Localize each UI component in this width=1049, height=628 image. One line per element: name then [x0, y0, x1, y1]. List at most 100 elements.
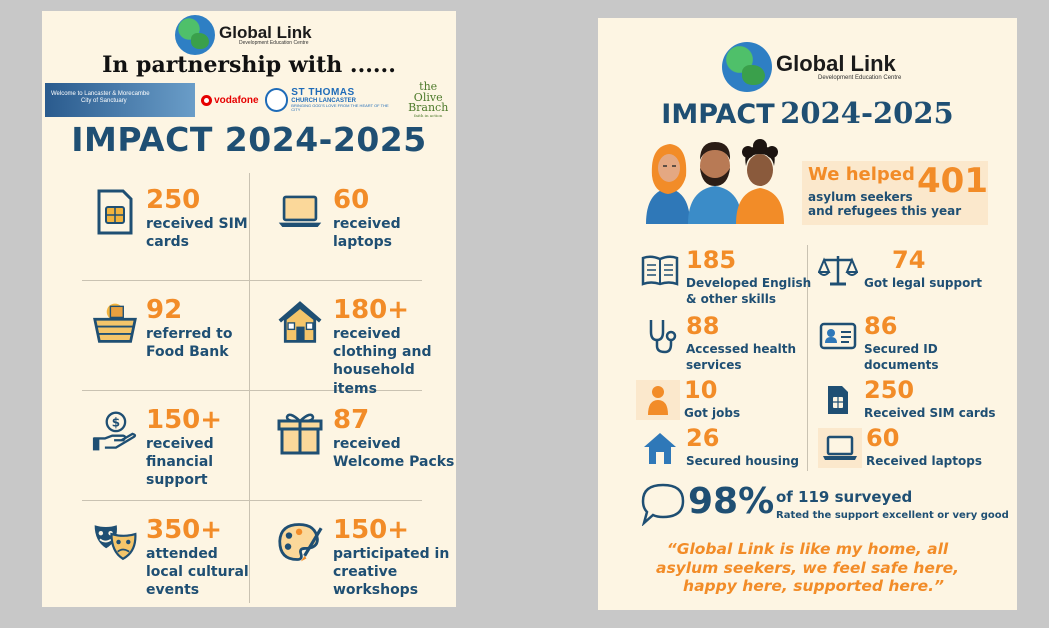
lancaster-line2: City of Sanctuary: [81, 98, 127, 105]
laptop-icon: [818, 428, 862, 468]
stat-label: received laptops: [333, 216, 401, 251]
people-illustration: [642, 138, 788, 224]
stat-label: received SIM cards: [146, 216, 248, 251]
logo-subtitle: Development Education Centre: [239, 40, 309, 46]
stat-item: 10 Got jobs: [636, 376, 801, 430]
helped-line2: asylum seekers: [808, 190, 913, 204]
sim-card-icon: [818, 380, 858, 420]
stat-value: 26: [686, 424, 720, 452]
divider: [82, 500, 422, 501]
palette-icon: [277, 519, 323, 565]
right-poster: Global Link Development Education Centre…: [598, 18, 1017, 610]
logo-name: Global Link: [219, 23, 312, 42]
partner-logos: Welcome to Lancaster & Morecambe City of…: [45, 81, 453, 118]
stat-label: received financial support: [146, 436, 214, 489]
divider: [807, 245, 808, 471]
stats-grid: 250 received SIM cards 60 received lapto…: [42, 173, 456, 603]
scales-icon: [818, 250, 858, 290]
stat-cell: 60 received laptops: [249, 177, 456, 283]
stat-cell: 92 referred to Food Bank: [42, 287, 249, 393]
stat-value: 150+: [333, 515, 410, 545]
stat-value: 10: [684, 376, 718, 404]
worker-icon: [636, 380, 680, 420]
stat-value: 88: [686, 312, 720, 340]
olive-line2: Branch: [408, 101, 449, 115]
vodafone-icon: [201, 94, 213, 106]
st-thomas-tag: BRINGING GOD'S LOVE FROM THE HEART OF TH…: [291, 103, 389, 112]
survey-percent: 98%: [688, 481, 775, 522]
church-badge-icon: [264, 88, 289, 112]
stat-cell: 150+ participated in creative workshops: [249, 507, 456, 607]
stat-label: Developed English & other skills: [686, 276, 812, 306]
globe-icon: [175, 15, 215, 55]
vodafone-label: vodafone: [214, 94, 259, 106]
stat-label: participated in creative workshops: [333, 546, 450, 599]
stat-value: 60: [866, 424, 900, 452]
stat-value: 180+: [333, 295, 410, 325]
svg-text:$: $: [112, 415, 120, 429]
stat-value: 86: [864, 312, 898, 340]
impact-title: IMPACT 2024-2025: [71, 120, 427, 159]
stat-item: 86 Secured ID documents: [818, 312, 1008, 376]
stat-item: 250 Received SIM cards: [818, 376, 1008, 430]
st-thomas-name: ST THOMAS: [291, 87, 355, 98]
laptop-icon: [277, 189, 323, 235]
global-link-logo: Global Link Development Education Centre: [175, 15, 312, 55]
stat-item: 88 Accessed health services: [640, 312, 805, 376]
book-icon: [640, 250, 680, 290]
survey-result: 98% of 119 surveyed Rated the support ex…: [640, 481, 1009, 528]
impact-word: IMPACT: [661, 99, 775, 130]
stat-label: Secured ID documents: [864, 342, 939, 372]
globe-icon: [722, 42, 772, 92]
speech-bubble-icon: [640, 482, 686, 527]
stethoscope-icon: [640, 316, 680, 356]
stat-cell: 180+ received clothing and household ite…: [249, 287, 456, 397]
stat-value: 250: [146, 185, 201, 215]
logo-name: Global Link: [776, 51, 896, 76]
stat-label: Received laptops: [866, 454, 982, 468]
stat-cell: $ 150+ received financial support: [42, 397, 249, 503]
survey-count: of 119 surveyed: [776, 488, 913, 506]
divider: [82, 390, 422, 391]
stat-label: Accessed health services: [686, 342, 797, 372]
stat-label: Secured housing: [686, 454, 799, 468]
helped-number: 401: [917, 161, 988, 201]
stat-value: 87: [333, 405, 370, 435]
stat-value: 150+: [146, 405, 223, 435]
left-poster: Global Link Development Education Centre…: [42, 11, 456, 607]
helped-line3: and refugees this year: [808, 203, 962, 218]
house-icon: [277, 299, 323, 345]
stat-value: 60: [333, 185, 370, 215]
sim-card-icon: [92, 189, 138, 235]
quote-line: happy here, supported here.”: [683, 577, 944, 596]
stat-label: received Welcome Packs: [333, 436, 455, 471]
impact-year: 2024-2025: [780, 96, 954, 130]
stat-label: Got jobs: [684, 406, 741, 420]
lancaster-line1: Welcome to Lancaster & Morecambe: [51, 91, 150, 97]
olive-branch-logo: the Olive Branch faith in action: [403, 81, 453, 117]
stat-value: 350+: [146, 515, 223, 545]
id-card-icon: [818, 316, 858, 356]
stat-value: 185: [686, 246, 737, 274]
quote-line: “Global Link is like my home, all: [666, 540, 949, 558]
house-icon: [640, 428, 680, 468]
helped-lead: We helped: [808, 164, 915, 185]
global-link-logo: Global Link Development Education Centre: [722, 42, 901, 92]
stat-value: 74: [892, 246, 926, 274]
stat-item: 26 Secured housing: [640, 424, 805, 478]
stat-item: 185 Developed English & other skills: [640, 246, 811, 310]
testimonial-quote: “Global Link is like my home, all asylum…: [598, 540, 1017, 596]
st-thomas-logo: ST THOMAS CHURCH LANCASTER BRINGING GOD'…: [264, 87, 398, 112]
stat-cell: 250 received SIM cards: [42, 177, 249, 283]
gift-icon: [277, 409, 323, 455]
helped-callout: We helped 401 asylum seekers and refugee…: [802, 161, 988, 225]
quote-line: asylum seekers, we feel safe here,: [656, 558, 959, 577]
survey-rating: Rated the support excellent or very good: [776, 510, 1009, 521]
stat-value: 250: [864, 376, 915, 404]
stat-cell: 87 received Welcome Packs: [249, 397, 456, 503]
stat-cell: 350+ attended local cultural events: [42, 507, 249, 607]
logo-subtitle: Development Education Centre: [818, 75, 902, 81]
stat-item: 74 Got legal support: [818, 246, 1008, 310]
stat-label: Got legal support: [864, 276, 983, 290]
city-of-sanctuary-logo: Welcome to Lancaster & Morecambe City of…: [45, 83, 196, 117]
